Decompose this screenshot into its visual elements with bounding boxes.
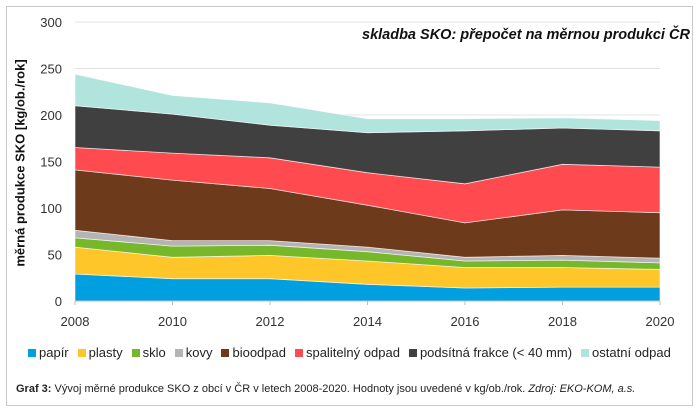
x-tick-label: 2018	[548, 314, 577, 329]
x-tick-labels: 2008 2010 2012 2014 2016 2018 2020	[61, 314, 675, 329]
legend-swatch	[174, 348, 183, 357]
area-series	[74, 73, 661, 302]
legend-item: kovy	[174, 345, 213, 360]
legend-item: sklo	[131, 345, 166, 360]
legend-item: podsítná frakce (< 40 mm)	[408, 345, 573, 360]
legend-label: sklo	[142, 345, 166, 360]
x-tick-label: 2020	[646, 314, 675, 329]
area-ostatn-odpad	[74, 73, 661, 134]
legend-swatch	[294, 348, 303, 357]
legend-swatch	[77, 348, 86, 357]
legend-item: spalitelný odpad	[294, 345, 400, 360]
legend-label: podsítná frakce (< 40 mm)	[419, 345, 573, 360]
chart-frame	[6, 6, 693, 406]
legend-swatch	[221, 348, 230, 357]
legend-item: plasty	[77, 345, 123, 360]
x-tick-label: 2012	[256, 314, 285, 329]
y-tick-label: 200	[40, 108, 62, 123]
y-tick-label: 250	[40, 62, 62, 77]
legend-label: spalitelný odpad	[305, 345, 400, 360]
y-axis-label: měrná produkce SKO [kg/ob./rok]	[12, 59, 28, 267]
y-tick-labels: 0 50 100 150 200 250 300	[40, 15, 62, 309]
x-tick-label: 2016	[451, 314, 480, 329]
y-tick-label: 300	[40, 15, 62, 30]
legend-label: papír	[39, 345, 69, 360]
legend-swatch	[581, 348, 590, 357]
figure-caption: Graf 3: Vývoj měrné produkce SKO z obcí …	[16, 383, 635, 395]
caption-source: Zdroj: EKO-KOM, a.s.	[528, 383, 636, 395]
legend-swatch	[28, 348, 36, 357]
legend-label: ostatní odpad	[592, 345, 671, 360]
axes	[74, 300, 661, 305]
y-tick-label: 150	[40, 155, 62, 170]
legend-label: bioodpad	[232, 345, 286, 360]
y-tick-label: 0	[55, 294, 62, 309]
legend-label: plasty	[88, 345, 123, 360]
legend-item: bioodpad	[221, 345, 286, 360]
y-tick-label: 50	[48, 248, 62, 263]
caption-label: Graf 3:	[16, 383, 52, 395]
caption-text: Vývoj měrné produkce SKO z obcí v ČR v l…	[51, 383, 529, 395]
y-tick-label: 100	[40, 201, 62, 216]
legend-label: kovy	[185, 345, 213, 360]
legend-swatch	[408, 348, 417, 357]
x-tick-label: 2014	[353, 314, 382, 329]
x-tick-label: 2010	[158, 314, 187, 329]
legend-swatch	[131, 348, 140, 357]
chart-title: skladba SKO: přepočet na měrnou produkci…	[362, 27, 690, 43]
legend-item: papír	[28, 345, 69, 360]
x-tick-label: 2008	[61, 314, 90, 329]
legend: papír plasty sklo kovy bioodpad spalitelný od…	[28, 345, 671, 360]
legend-item: ostatní odpad	[581, 345, 671, 360]
